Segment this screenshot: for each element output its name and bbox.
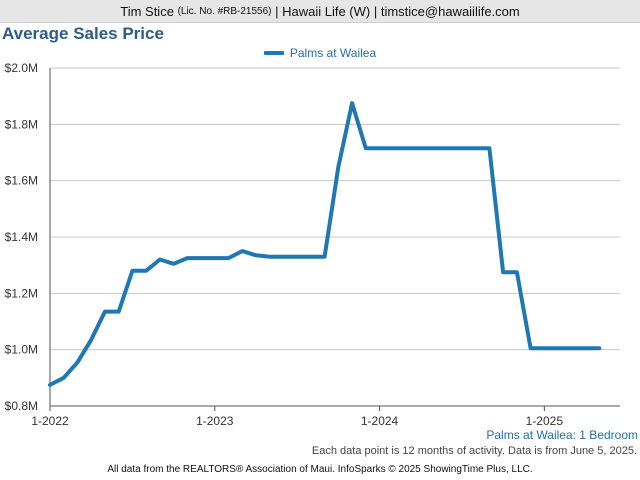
agent-name: Tim Stice <box>120 3 174 19</box>
footer-credit: All data from the REALTORS® Association … <box>107 464 533 475</box>
y-tick-label: $2.0M <box>5 61 38 75</box>
x-tick-label: 1-2025 <box>526 414 564 428</box>
chart-title: Average Sales Price <box>2 24 164 43</box>
x-tick-label: 1-2024 <box>361 414 399 428</box>
y-tick-label: $0.8M <box>5 399 38 413</box>
y-tick-label: $1.6M <box>5 174 38 188</box>
legend-label: Palms at Wailea <box>289 46 377 60</box>
license-number: (Lic. No. #RB-21556) <box>177 5 272 17</box>
data-note: Each data point is 12 months of activity… <box>311 445 637 457</box>
chart-legend[interactable]: Palms at Wailea <box>0 46 640 60</box>
y-tick-label: $1.4M <box>5 230 38 244</box>
y-tick-label: $1.2M <box>5 286 38 300</box>
legend-swatch <box>263 51 284 55</box>
x-tick-label: 1-2022 <box>31 414 69 428</box>
chart-caption: Palms at Wailea: 1 Bedroom <box>486 428 638 442</box>
x-tick-label: 1-2023 <box>196 414 234 428</box>
y-tick-label: $1.8M <box>5 117 38 131</box>
y-tick-label: $1.0M <box>5 343 38 357</box>
series-line-palms-at-wailea <box>48 101 602 387</box>
company-email: | Hawaii Life (W) | timstice@hawaiilife.… <box>275 3 520 19</box>
header-bar: Tim Stice (Lic. No. #RB-21556) | Hawaii … <box>0 0 640 23</box>
